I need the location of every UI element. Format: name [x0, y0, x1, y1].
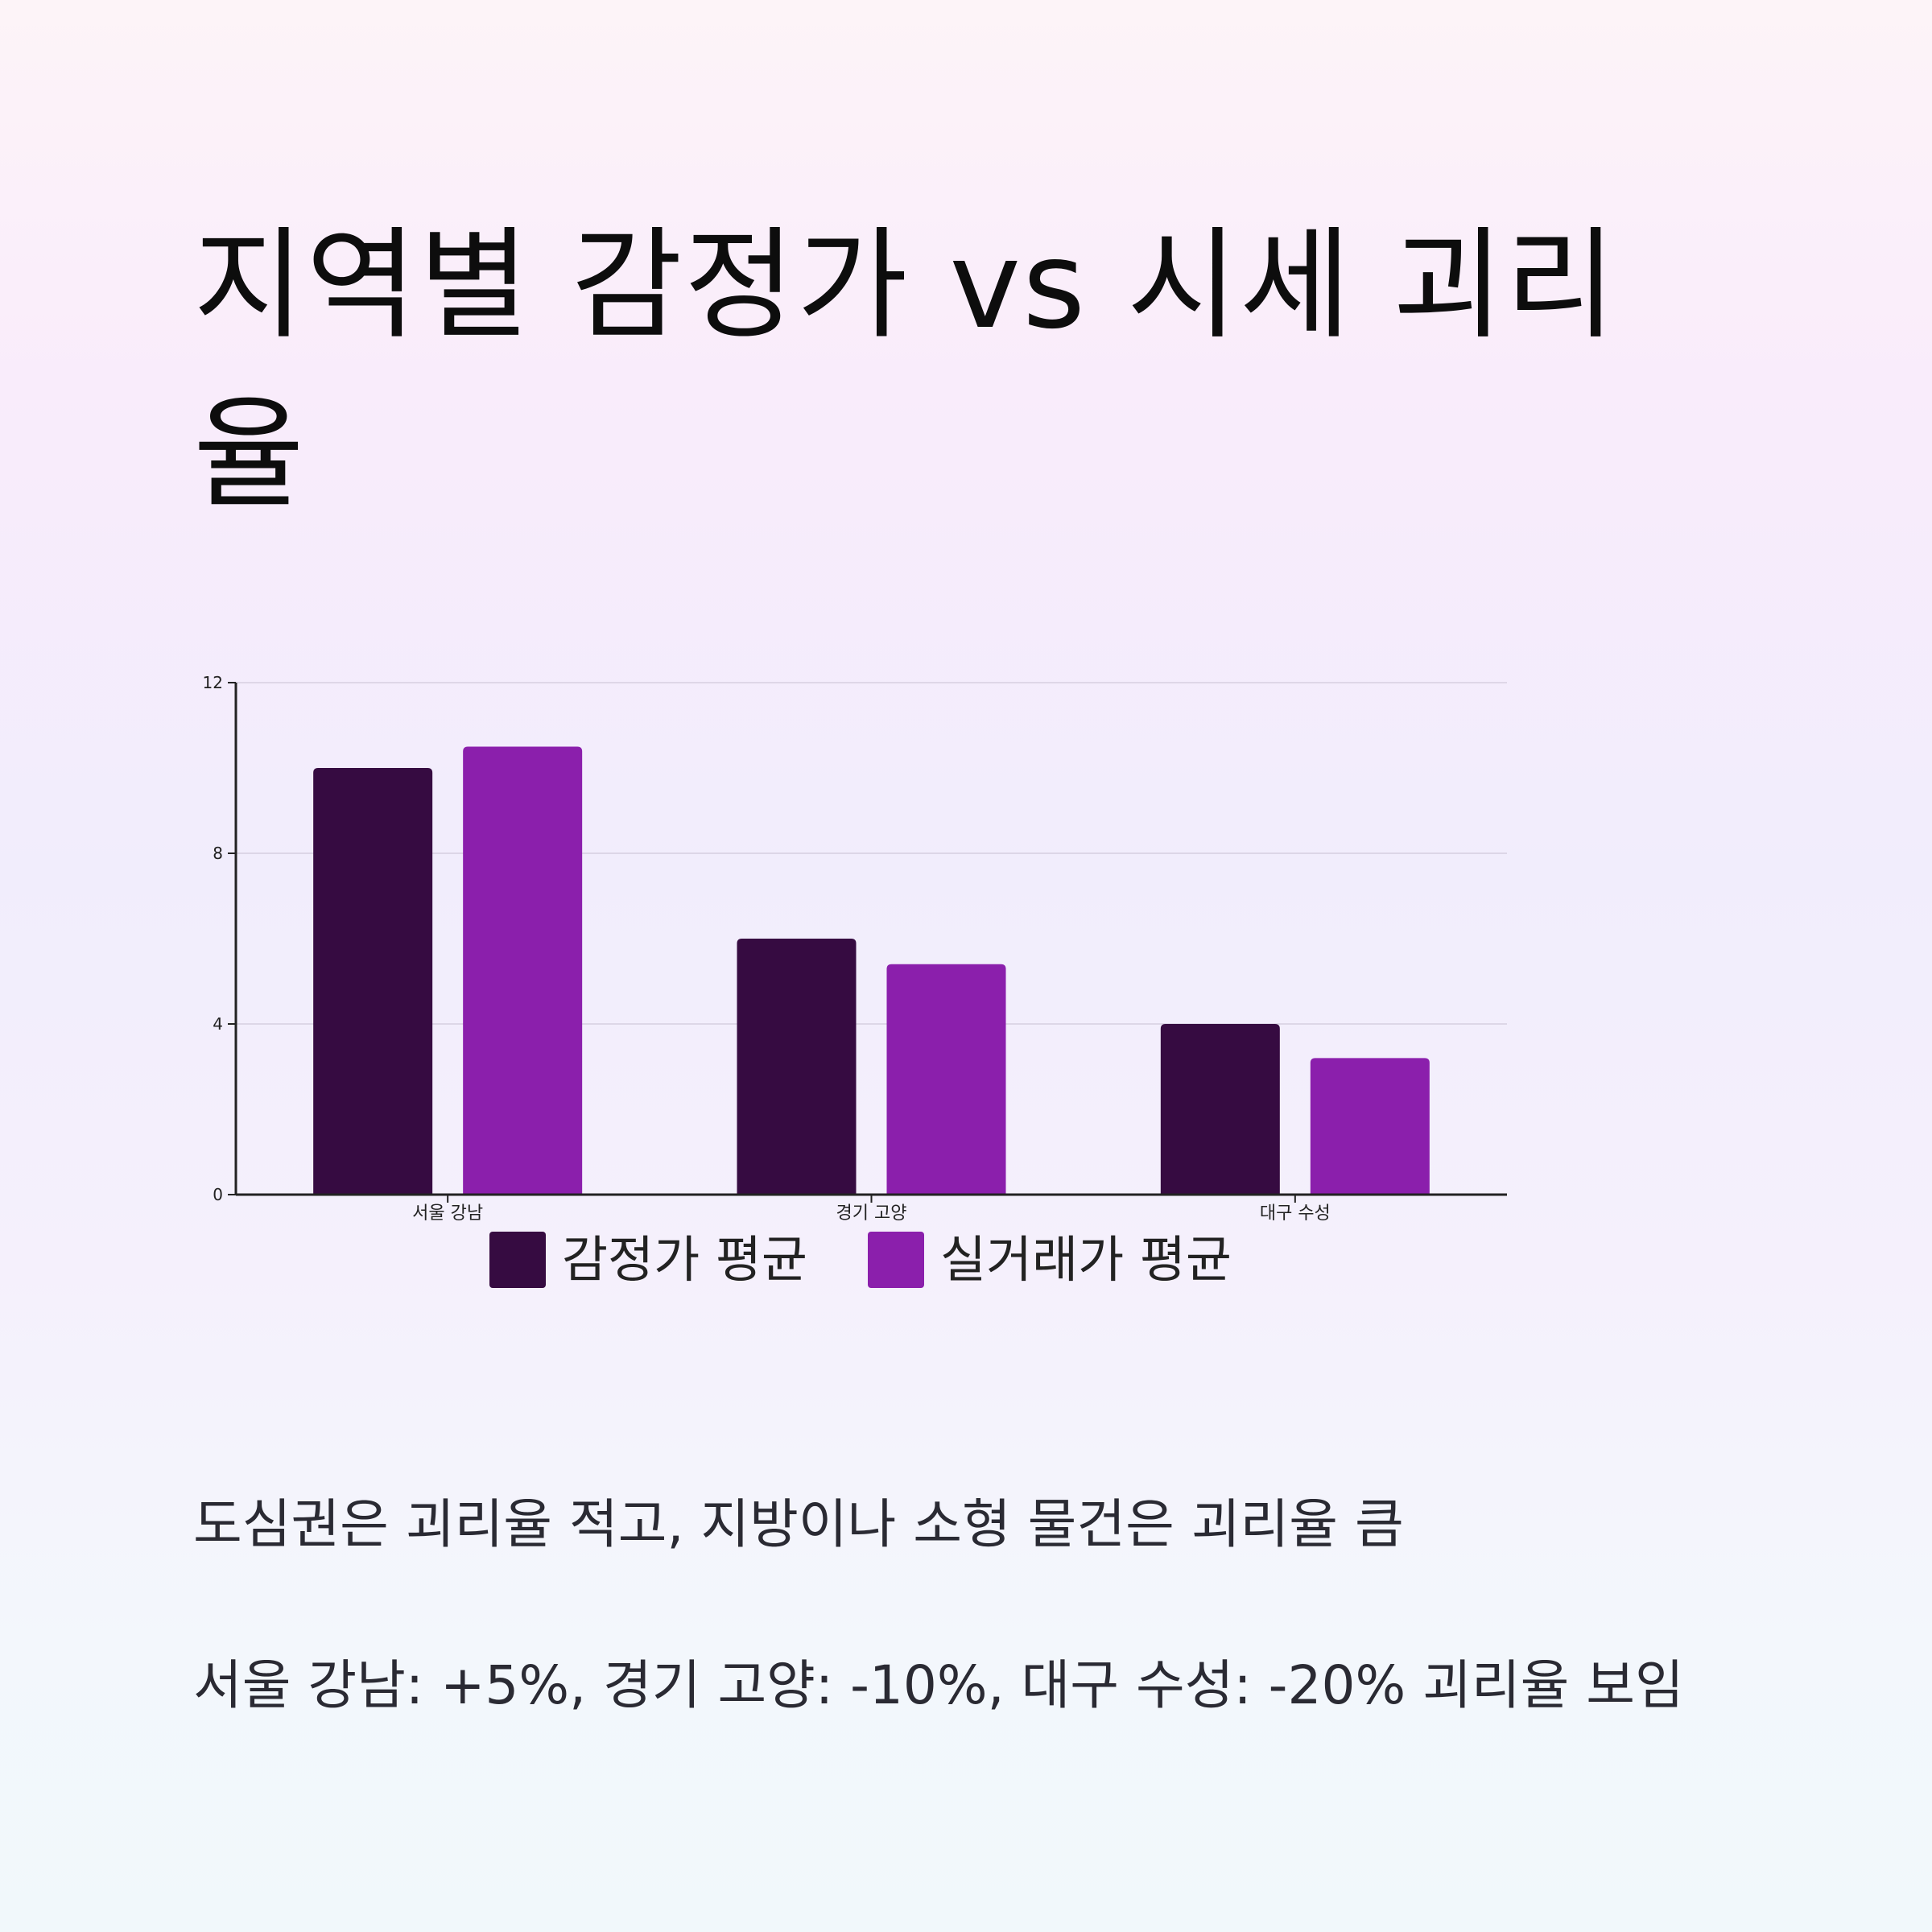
bar: [463, 746, 583, 1195]
y-tick-label: 0: [213, 1185, 223, 1204]
x-tick-label: 경기 고양: [836, 1203, 907, 1224]
bars: [313, 746, 1430, 1195]
note-urban-vs-regional: 도심권은 괴리율 적고, 지방이나 소형 물건은 괴리율 큼: [193, 1493, 1404, 1555]
y-tick-label: 12: [203, 673, 223, 692]
legend-swatch: [489, 1232, 546, 1288]
x-tick-label: 대구 수성: [1260, 1203, 1331, 1224]
bar: [1160, 1024, 1280, 1195]
page-title: 지역별 감정가 vs 시세 괴리율: [193, 216, 1618, 525]
note-region-rates: 서울 강남: +5%, 경기 고양: -10%, 대구 수성: -20% 괴리율…: [193, 1654, 1684, 1716]
y-tick-label: 8: [213, 844, 223, 863]
x-tick-label: 서울 강남: [412, 1203, 483, 1224]
legend-label: 감정가 평균: [562, 1230, 807, 1289]
bar: [886, 964, 1006, 1195]
y-tick-label: 4: [213, 1014, 223, 1034]
bar: [1310, 1058, 1430, 1195]
legend-swatch: [868, 1232, 924, 1288]
legend-label: 실거래가 평균: [940, 1230, 1232, 1289]
gridlines: [236, 682, 1507, 1025]
axes: 0 4 8 12 서울 강남 경기 고양 대구 수성: [203, 673, 1507, 1224]
legend: 감정가 평균 실거래가 평균: [489, 1230, 1232, 1289]
bar: [313, 768, 433, 1195]
bar: [737, 939, 857, 1195]
